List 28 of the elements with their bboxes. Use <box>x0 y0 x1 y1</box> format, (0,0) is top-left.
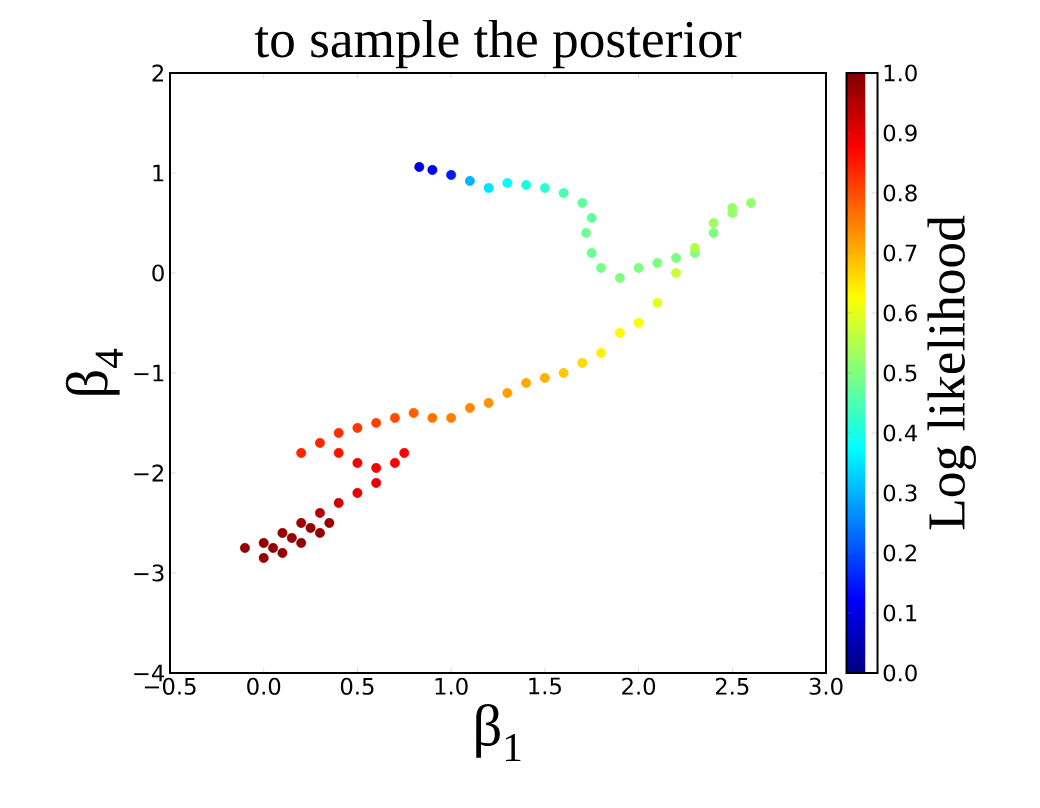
color-bar-label: 0.5 <box>883 364 917 382</box>
x-tick-label: 1.5 <box>529 677 561 695</box>
color-bar-label: 0.4 <box>883 424 917 442</box>
y-tick-label: −3 <box>134 564 164 582</box>
y-tick-label: 2 <box>152 64 164 82</box>
x-tick-label: 2.0 <box>622 677 656 695</box>
x-axis-title: β$_{1}$ <box>476 704 521 761</box>
y-tick-label: −2 <box>134 464 164 482</box>
x-tick-label: 3.0 <box>809 677 843 695</box>
x-tick-label: 0.5 <box>340 677 374 695</box>
chart-title: to sample the posterior <box>254 19 742 69</box>
color-bar-label: 0.7 <box>883 244 917 262</box>
color-bar-label: 0.1 <box>883 604 917 622</box>
color-bar-label: 0.8 <box>883 184 917 202</box>
color-bar-label: 0.0 <box>883 664 917 682</box>
color-bar-title: Log likelihood <box>927 215 976 530</box>
x-tick-label: 1.0 <box>435 677 468 695</box>
y-tick-label: −1 <box>134 364 164 382</box>
color-bar-label: 0.2 <box>883 544 916 562</box>
color-bar-label: 0.9 <box>883 124 917 142</box>
color-bar-label: 0.3 <box>883 484 917 502</box>
y-tick-label: 1 <box>153 164 164 182</box>
y-tick-label: 0 <box>152 264 164 282</box>
y-axis-title: β$_{4}$ <box>65 348 123 395</box>
color-bar-label: 1.0 <box>884 64 917 82</box>
color-bar-label: 0.6 <box>883 304 917 322</box>
x-tick-label: 2.5 <box>715 677 749 695</box>
x-tick-label: 0.0 <box>247 677 281 695</box>
